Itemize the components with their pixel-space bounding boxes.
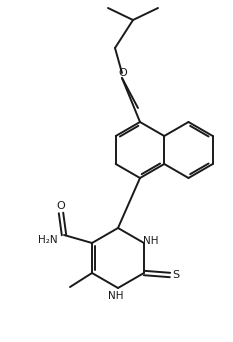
Text: NH: NH [108, 291, 124, 301]
Text: O: O [57, 201, 65, 211]
Text: NH: NH [143, 236, 159, 246]
Text: S: S [172, 270, 180, 280]
Text: H₂N: H₂N [38, 235, 58, 245]
Text: O: O [119, 68, 127, 78]
